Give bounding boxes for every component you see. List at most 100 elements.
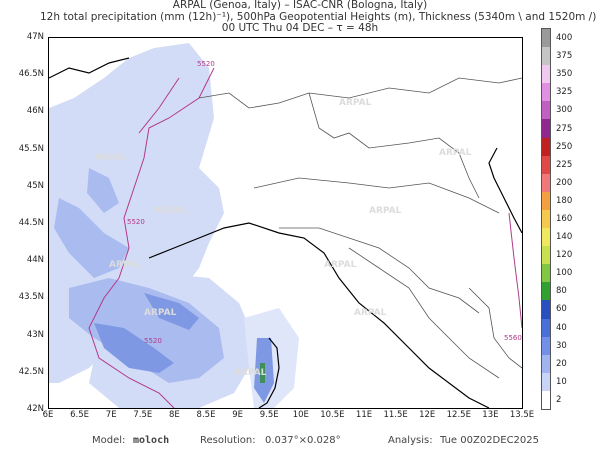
resolution-value: 0.037°×0.028° bbox=[265, 435, 341, 446]
colorbar-label: 60 bbox=[556, 304, 567, 315]
map-panel: 5520 5520 5520 5560 ARPAL ARPAL ARPAL AR… bbox=[48, 37, 523, 409]
precipitation-map: 5520 5520 5520 5560 bbox=[49, 43, 522, 408]
colorbar-segment bbox=[542, 101, 550, 120]
colorbar-label: 350 bbox=[556, 69, 573, 80]
colorbar-label: 2 bbox=[556, 394, 562, 405]
model-info-footer: Model: moloch Resolution: 0.037°×0.028° … bbox=[0, 435, 600, 449]
analysis-value: Tue 00Z02DEC2025 bbox=[440, 435, 540, 446]
precipitation-colorbar bbox=[541, 28, 551, 410]
colorbar-segment bbox=[542, 264, 550, 283]
height-contours bbox=[88, 67, 522, 408]
longitude-tick-label: 13.5E bbox=[509, 410, 535, 420]
regional-border bbox=[468, 287, 522, 369]
watermark: ARPAL bbox=[234, 368, 267, 378]
watermark: ARPAL bbox=[439, 148, 472, 158]
precip-area-max bbox=[260, 363, 265, 383]
longitude-tick-label: 12E bbox=[419, 410, 436, 420]
coastline-corsica bbox=[258, 337, 280, 408]
watermark: ARPAL bbox=[144, 308, 177, 318]
watermark: ARPAL bbox=[94, 153, 127, 163]
colorbar-label: 400 bbox=[556, 33, 573, 44]
precip-area-heavy bbox=[94, 323, 174, 373]
coastline-mainland bbox=[148, 222, 490, 408]
regional-border bbox=[308, 92, 480, 199]
colorbar-label: 30 bbox=[556, 340, 567, 351]
colorbar-segment bbox=[542, 228, 550, 247]
contour-label: 5520 bbox=[127, 218, 145, 226]
colorbar-label: 100 bbox=[556, 268, 573, 279]
longitude-tick-label: 7.5E bbox=[133, 410, 153, 420]
longitude-tick-label: 11E bbox=[355, 410, 373, 420]
colorbar-label: 375 bbox=[556, 51, 573, 62]
regional-border bbox=[253, 177, 500, 214]
colorbar-label: 180 bbox=[556, 195, 573, 206]
resolution-label: Resolution: bbox=[200, 435, 256, 446]
colorbar-segment bbox=[542, 354, 550, 374]
latitude-tick-label: 44N bbox=[26, 255, 44, 266]
latitude-tick-label: 46.5N bbox=[18, 69, 44, 80]
longitude-tick-label: 9E bbox=[232, 410, 243, 420]
longitude-tick-label: 8E bbox=[169, 410, 180, 420]
longitude-tick-label: 7E bbox=[105, 410, 117, 420]
colorbar-label: 200 bbox=[556, 177, 573, 188]
colorbar-segment bbox=[542, 47, 550, 66]
colorbar-label: 275 bbox=[556, 123, 573, 134]
precip-area-mid bbox=[87, 168, 119, 213]
watermark: ARPAL bbox=[354, 308, 387, 318]
model-value: moloch bbox=[133, 435, 170, 446]
longitude-tick-label: 10E bbox=[292, 410, 309, 420]
colorbar-segment bbox=[542, 83, 550, 102]
northern-border bbox=[198, 77, 522, 109]
colorbar-segment bbox=[542, 372, 550, 392]
contour-line bbox=[88, 67, 215, 408]
precip-area-heavy bbox=[144, 293, 199, 330]
watermark: ARPAL bbox=[339, 98, 372, 108]
watermark: ARPAL bbox=[324, 260, 357, 270]
longitude-tick-label: 12.5E bbox=[446, 410, 471, 420]
watermark: ARPAL bbox=[109, 260, 142, 270]
latitude-tick-label: 42.5N bbox=[18, 366, 44, 377]
precip-area-mid bbox=[69, 278, 224, 383]
longitude-tick-label: 6E bbox=[42, 410, 54, 420]
latitude-tick-label: 45N bbox=[26, 180, 44, 191]
longitude-tick-label: 9.5E bbox=[259, 410, 279, 420]
coastline-fragment bbox=[49, 57, 130, 79]
colorbar-label: 160 bbox=[556, 214, 573, 224]
latitude-tick-label: 46N bbox=[26, 106, 44, 117]
colorbar-segment bbox=[542, 65, 550, 84]
contour-line bbox=[508, 212, 522, 329]
contour-line bbox=[138, 77, 180, 134]
country-borders bbox=[198, 77, 522, 379]
latitude-tick-label: 42N bbox=[26, 404, 44, 414]
contour-label: 5520 bbox=[144, 337, 162, 345]
watermark: ARPAL bbox=[369, 206, 402, 216]
colorbar-label: 140 bbox=[556, 232, 573, 243]
colorbar-label: 40 bbox=[556, 322, 567, 333]
header-line-institutions: ARPAL (Genoa, Italy) – ISAC-CNR (Bologna… bbox=[172, 0, 428, 11]
latitude-tick-label: 44.5N bbox=[18, 218, 44, 228]
latitude-tick-label: 43N bbox=[26, 329, 44, 340]
analysis-label: Analysis: bbox=[388, 435, 433, 446]
regional-border bbox=[279, 227, 480, 314]
watermark: ARPAL bbox=[154, 206, 187, 216]
coastlines bbox=[49, 57, 522, 408]
colorbar-label: 325 bbox=[556, 87, 573, 98]
colorbar-label: 225 bbox=[556, 159, 573, 170]
longitude-tick-label: 10.5E bbox=[320, 410, 345, 420]
coastline-adriatic bbox=[488, 147, 522, 234]
precip-area-mid bbox=[54, 198, 129, 278]
colorbar-segment bbox=[542, 137, 550, 157]
colorbar-label: 300 bbox=[556, 105, 573, 116]
colorbar-segment bbox=[542, 191, 550, 211]
colorbar-segment bbox=[542, 209, 550, 229]
contour-label: 5560 bbox=[504, 334, 522, 342]
colorbar-label: 10 bbox=[556, 376, 567, 387]
longitude-tick-label: 11.5E bbox=[383, 410, 408, 420]
colorbar-segment bbox=[542, 300, 550, 320]
colorbar-segment bbox=[542, 318, 550, 338]
header-line-valid-time: 00 UTC Thu 04 DEC – τ = 48h bbox=[221, 22, 379, 34]
longitude-tick-label: 6.5E bbox=[70, 410, 90, 420]
colorbar-segment bbox=[542, 155, 550, 175]
contour-labels: 5520 5520 5520 5560 bbox=[127, 60, 522, 345]
latitude-tick-label: 47N bbox=[26, 32, 44, 42]
